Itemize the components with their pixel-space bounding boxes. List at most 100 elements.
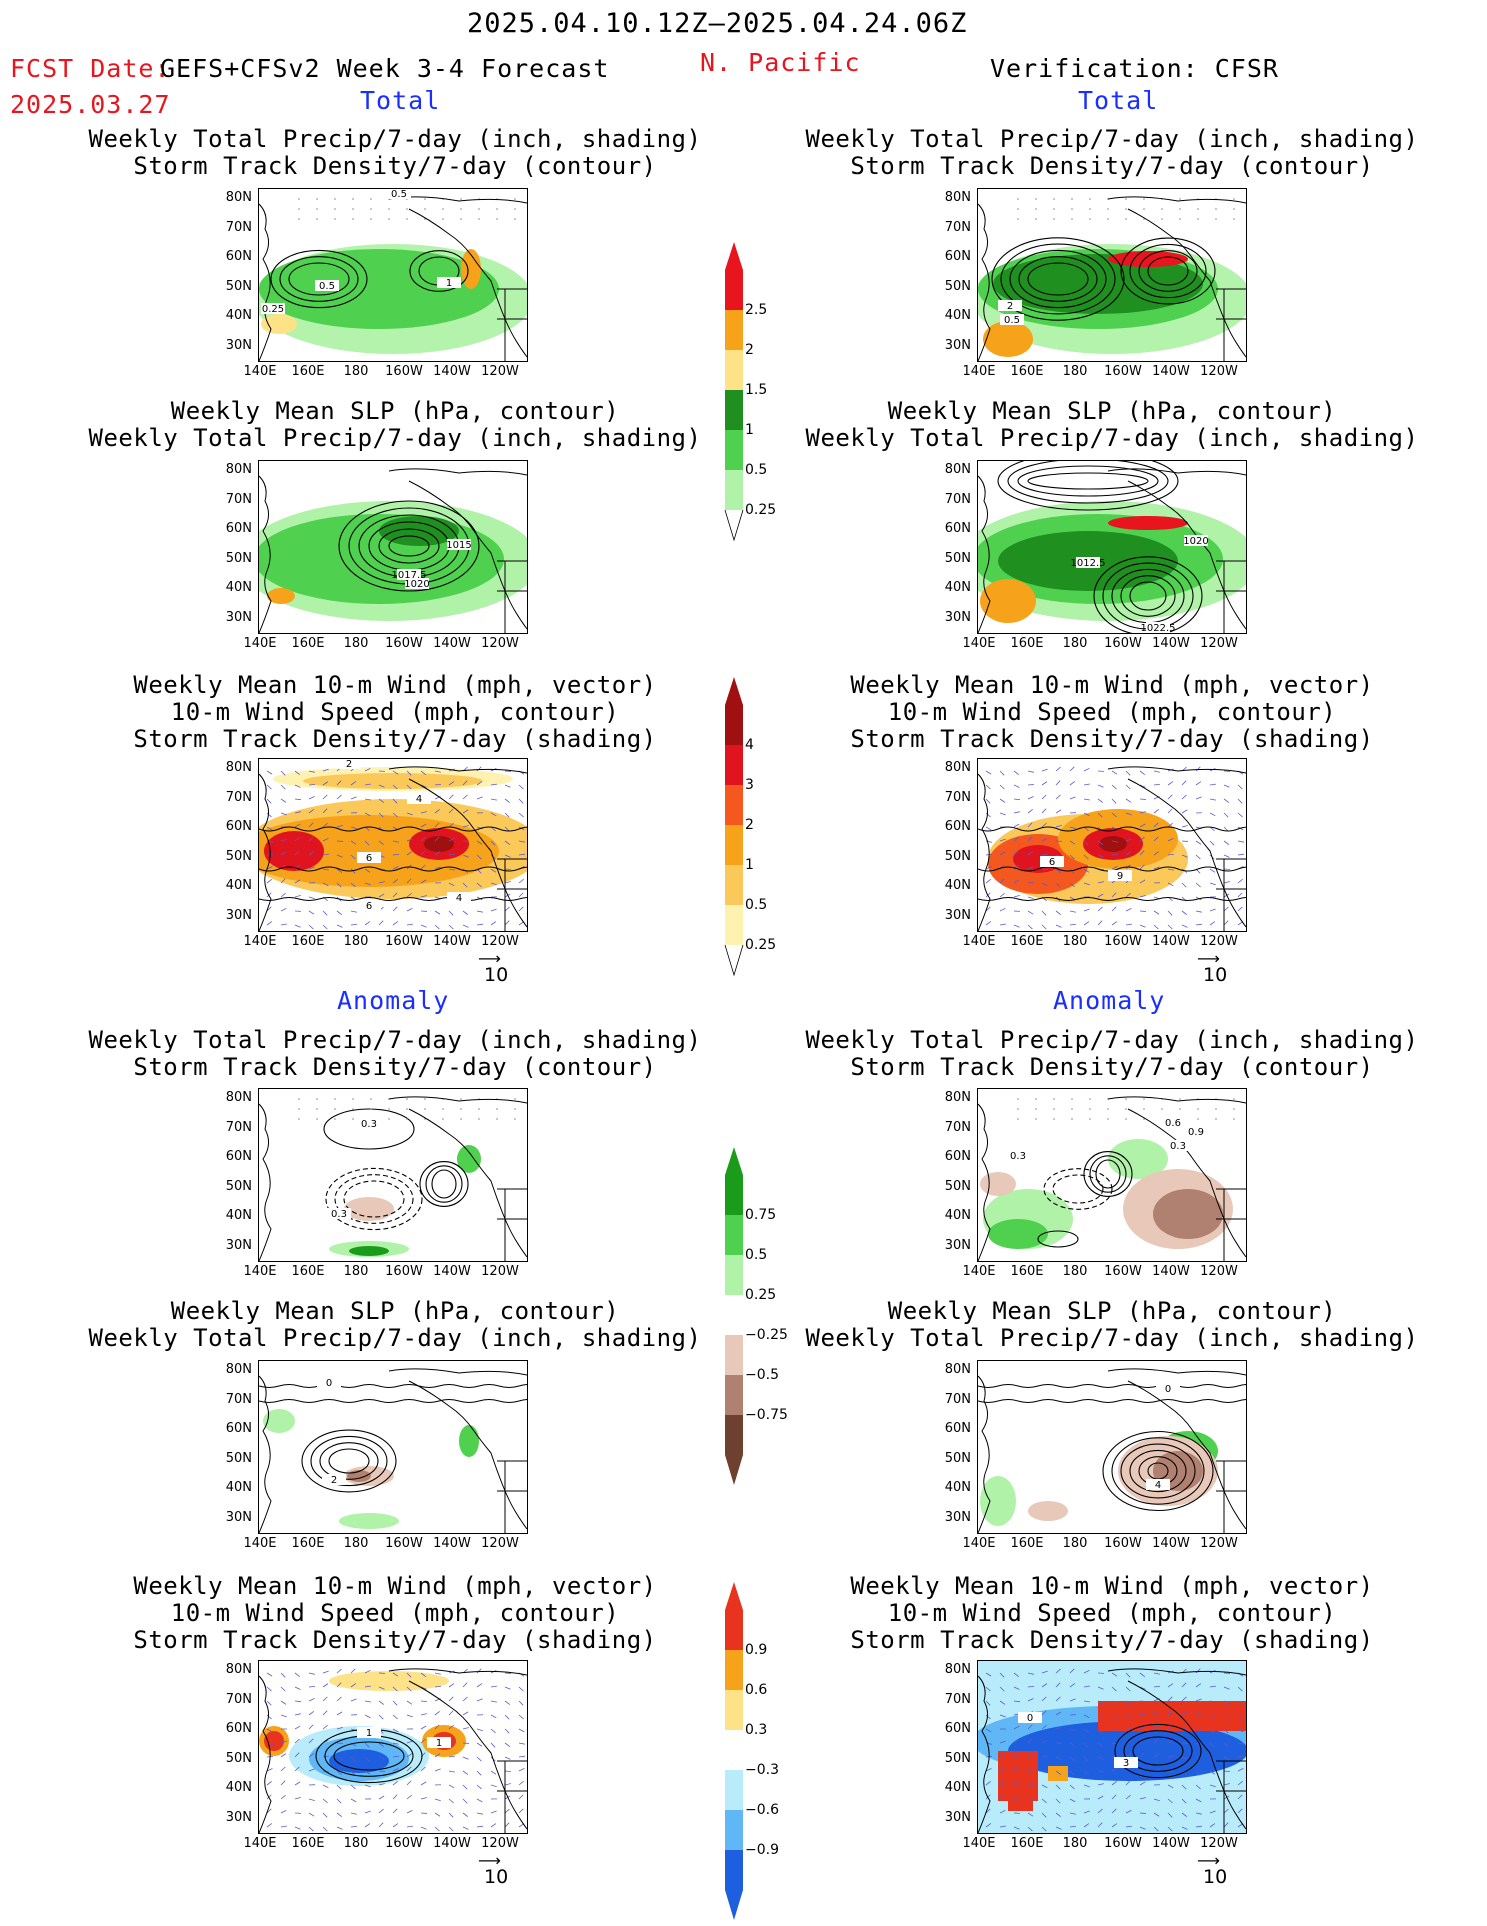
vector-reference-value: 10 — [1203, 964, 1227, 986]
wind-vector — [309, 1799, 315, 1801]
wind-vector — [986, 813, 991, 817]
grid-dot — [1071, 1098, 1073, 1100]
wind-vector — [337, 1712, 342, 1715]
contour-label: 0.3 — [361, 1119, 377, 1130]
wind-vector — [1238, 799, 1242, 803]
wind-vector — [519, 1781, 524, 1785]
longitude-label: 160W — [382, 636, 426, 651]
map-canvas: 02 — [259, 1361, 527, 1533]
wind-vector — [1168, 795, 1172, 799]
colorbar-label: 0.5 — [745, 1247, 767, 1263]
grid-dot — [1017, 1118, 1019, 1120]
colorbar-precip-total — [721, 242, 747, 542]
grid-dot — [1215, 1108, 1217, 1110]
arctic-coastline — [1108, 1369, 1246, 1375]
wind-vector — [519, 1743, 525, 1744]
wind-vector — [267, 771, 272, 774]
grid-dot — [370, 1098, 372, 1100]
wind-vector — [295, 1797, 301, 1799]
contour-label: 0.5 — [319, 281, 335, 292]
precip-anom-negative — [980, 1172, 1016, 1196]
wind-vector — [1042, 911, 1046, 915]
grid-dot — [1143, 198, 1145, 200]
panel-title-line: Weekly Mean 10-m Wind (mph, vector) — [65, 1573, 725, 1600]
wind-vector — [351, 1813, 357, 1814]
latitude-label: 60N — [218, 521, 252, 536]
wind-vector — [351, 797, 357, 799]
wind-vector — [1210, 799, 1216, 800]
panel-title-line: Weekly Total Precip/7-day (inch, shading… — [782, 126, 1442, 153]
wind-vector — [463, 925, 469, 927]
longitude-label: 180 — [334, 1264, 378, 1279]
slp-contour — [1008, 461, 1168, 503]
latitude-label: 60N — [937, 1421, 971, 1436]
vector-reference-arrow-icon: ⟶ — [478, 1856, 508, 1866]
wind-vector — [1112, 785, 1116, 789]
panel-title-line: Storm Track Density/7-day (contour) — [65, 1054, 725, 1081]
latitude-label: 50N — [937, 1179, 971, 1194]
grid-dot — [334, 198, 336, 200]
wind-vector — [1140, 771, 1145, 775]
storm-track-anom-contour — [1044, 1169, 1112, 1210]
wind-vector — [323, 1684, 328, 1687]
panel-title-line: 10-m Wind Speed (mph, contour) — [782, 699, 1442, 726]
contour-label: 0.6 — [1165, 1118, 1181, 1129]
latitude-label: 40N — [937, 1480, 971, 1495]
wind-vector — [1112, 907, 1116, 911]
latitude-label: 30N — [218, 1510, 252, 1525]
longitude-label: 120W — [478, 934, 522, 949]
wind-vector — [379, 1701, 384, 1705]
grid-dot — [316, 218, 318, 220]
wind-vector — [435, 1673, 441, 1674]
wind-vector — [435, 1769, 441, 1771]
grid-dot — [1089, 1108, 1091, 1110]
grid-dot — [1161, 1108, 1163, 1110]
storm-track-anom-contour — [1053, 1175, 1103, 1203]
wind-vector — [337, 1669, 342, 1673]
colorbar-label: 0.5 — [745, 462, 767, 478]
wind-vector — [1070, 781, 1075, 785]
colorbar-segment — [725, 1770, 743, 1810]
wind-vector — [1070, 911, 1076, 912]
grid-dot — [316, 1098, 318, 1100]
grid-dot — [1107, 1118, 1109, 1120]
wind-vector — [1238, 785, 1242, 789]
panel-title-line: Weekly Mean SLP (hPa, contour) — [65, 1298, 725, 1325]
latitude-label: 40N — [218, 308, 252, 323]
wind-vector — [477, 1669, 481, 1673]
grid-dot — [514, 1118, 516, 1120]
wind-vector — [295, 1701, 301, 1702]
wind-vector — [267, 785, 271, 789]
wind-vector — [295, 1714, 301, 1715]
contour-label: 4 — [1155, 1480, 1161, 1491]
wind-vector — [505, 1809, 509, 1813]
panel-title-line: Storm Track Density/7-day (contour) — [782, 153, 1442, 180]
wind-vector — [519, 1715, 524, 1719]
wind-vector — [267, 921, 272, 925]
wind-vector — [477, 1826, 483, 1827]
wind-vector — [463, 1697, 467, 1701]
wind-vector — [463, 1827, 469, 1829]
wind-vector — [491, 1824, 496, 1827]
latitude-label: 30N — [937, 338, 971, 353]
grid-dot — [460, 1118, 462, 1120]
wind-vector — [519, 1701, 523, 1705]
wind-vector — [309, 1711, 314, 1715]
colorbar-label: −0.9 — [745, 1842, 779, 1858]
wind-vector — [393, 922, 398, 925]
wind-vector — [477, 1799, 482, 1802]
latitude-label: 30N — [937, 908, 971, 923]
vector-reference: ⟶10 — [1197, 954, 1227, 986]
colorbar-segment — [725, 1690, 743, 1730]
wind-vector — [281, 1673, 285, 1677]
contour-label: 3 — [1123, 1758, 1129, 1769]
wind-vector — [1224, 882, 1230, 883]
longitude-label: 120W — [1197, 1536, 1241, 1551]
wind-vector — [1238, 841, 1244, 842]
wind-vector — [421, 1782, 426, 1785]
longitude-label: 180 — [1053, 364, 1097, 379]
wind-vector — [393, 1824, 398, 1827]
